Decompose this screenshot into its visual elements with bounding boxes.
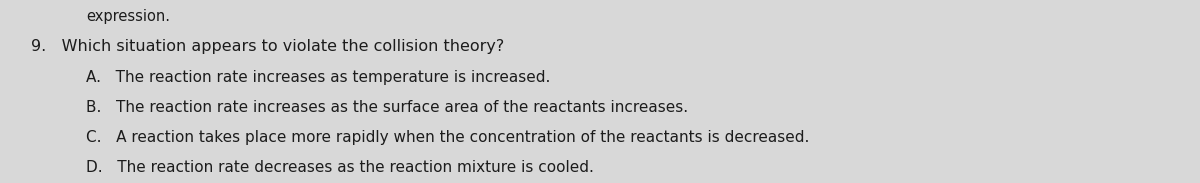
Text: D.   The reaction rate decreases as the reaction mixture is cooled.: D. The reaction rate decreases as the re… — [86, 160, 594, 175]
Text: B.   The reaction rate increases as the surface area of the reactants increases.: B. The reaction rate increases as the su… — [86, 100, 689, 115]
Text: A.   The reaction rate increases as temperature is increased.: A. The reaction rate increases as temper… — [86, 70, 551, 85]
Text: expression.: expression. — [86, 9, 170, 24]
Text: 9.   Which situation appears to violate the collision theory?: 9. Which situation appears to violate th… — [31, 39, 504, 54]
Text: C.   A reaction takes place more rapidly when the concentration of the reactants: C. A reaction takes place more rapidly w… — [86, 130, 810, 145]
